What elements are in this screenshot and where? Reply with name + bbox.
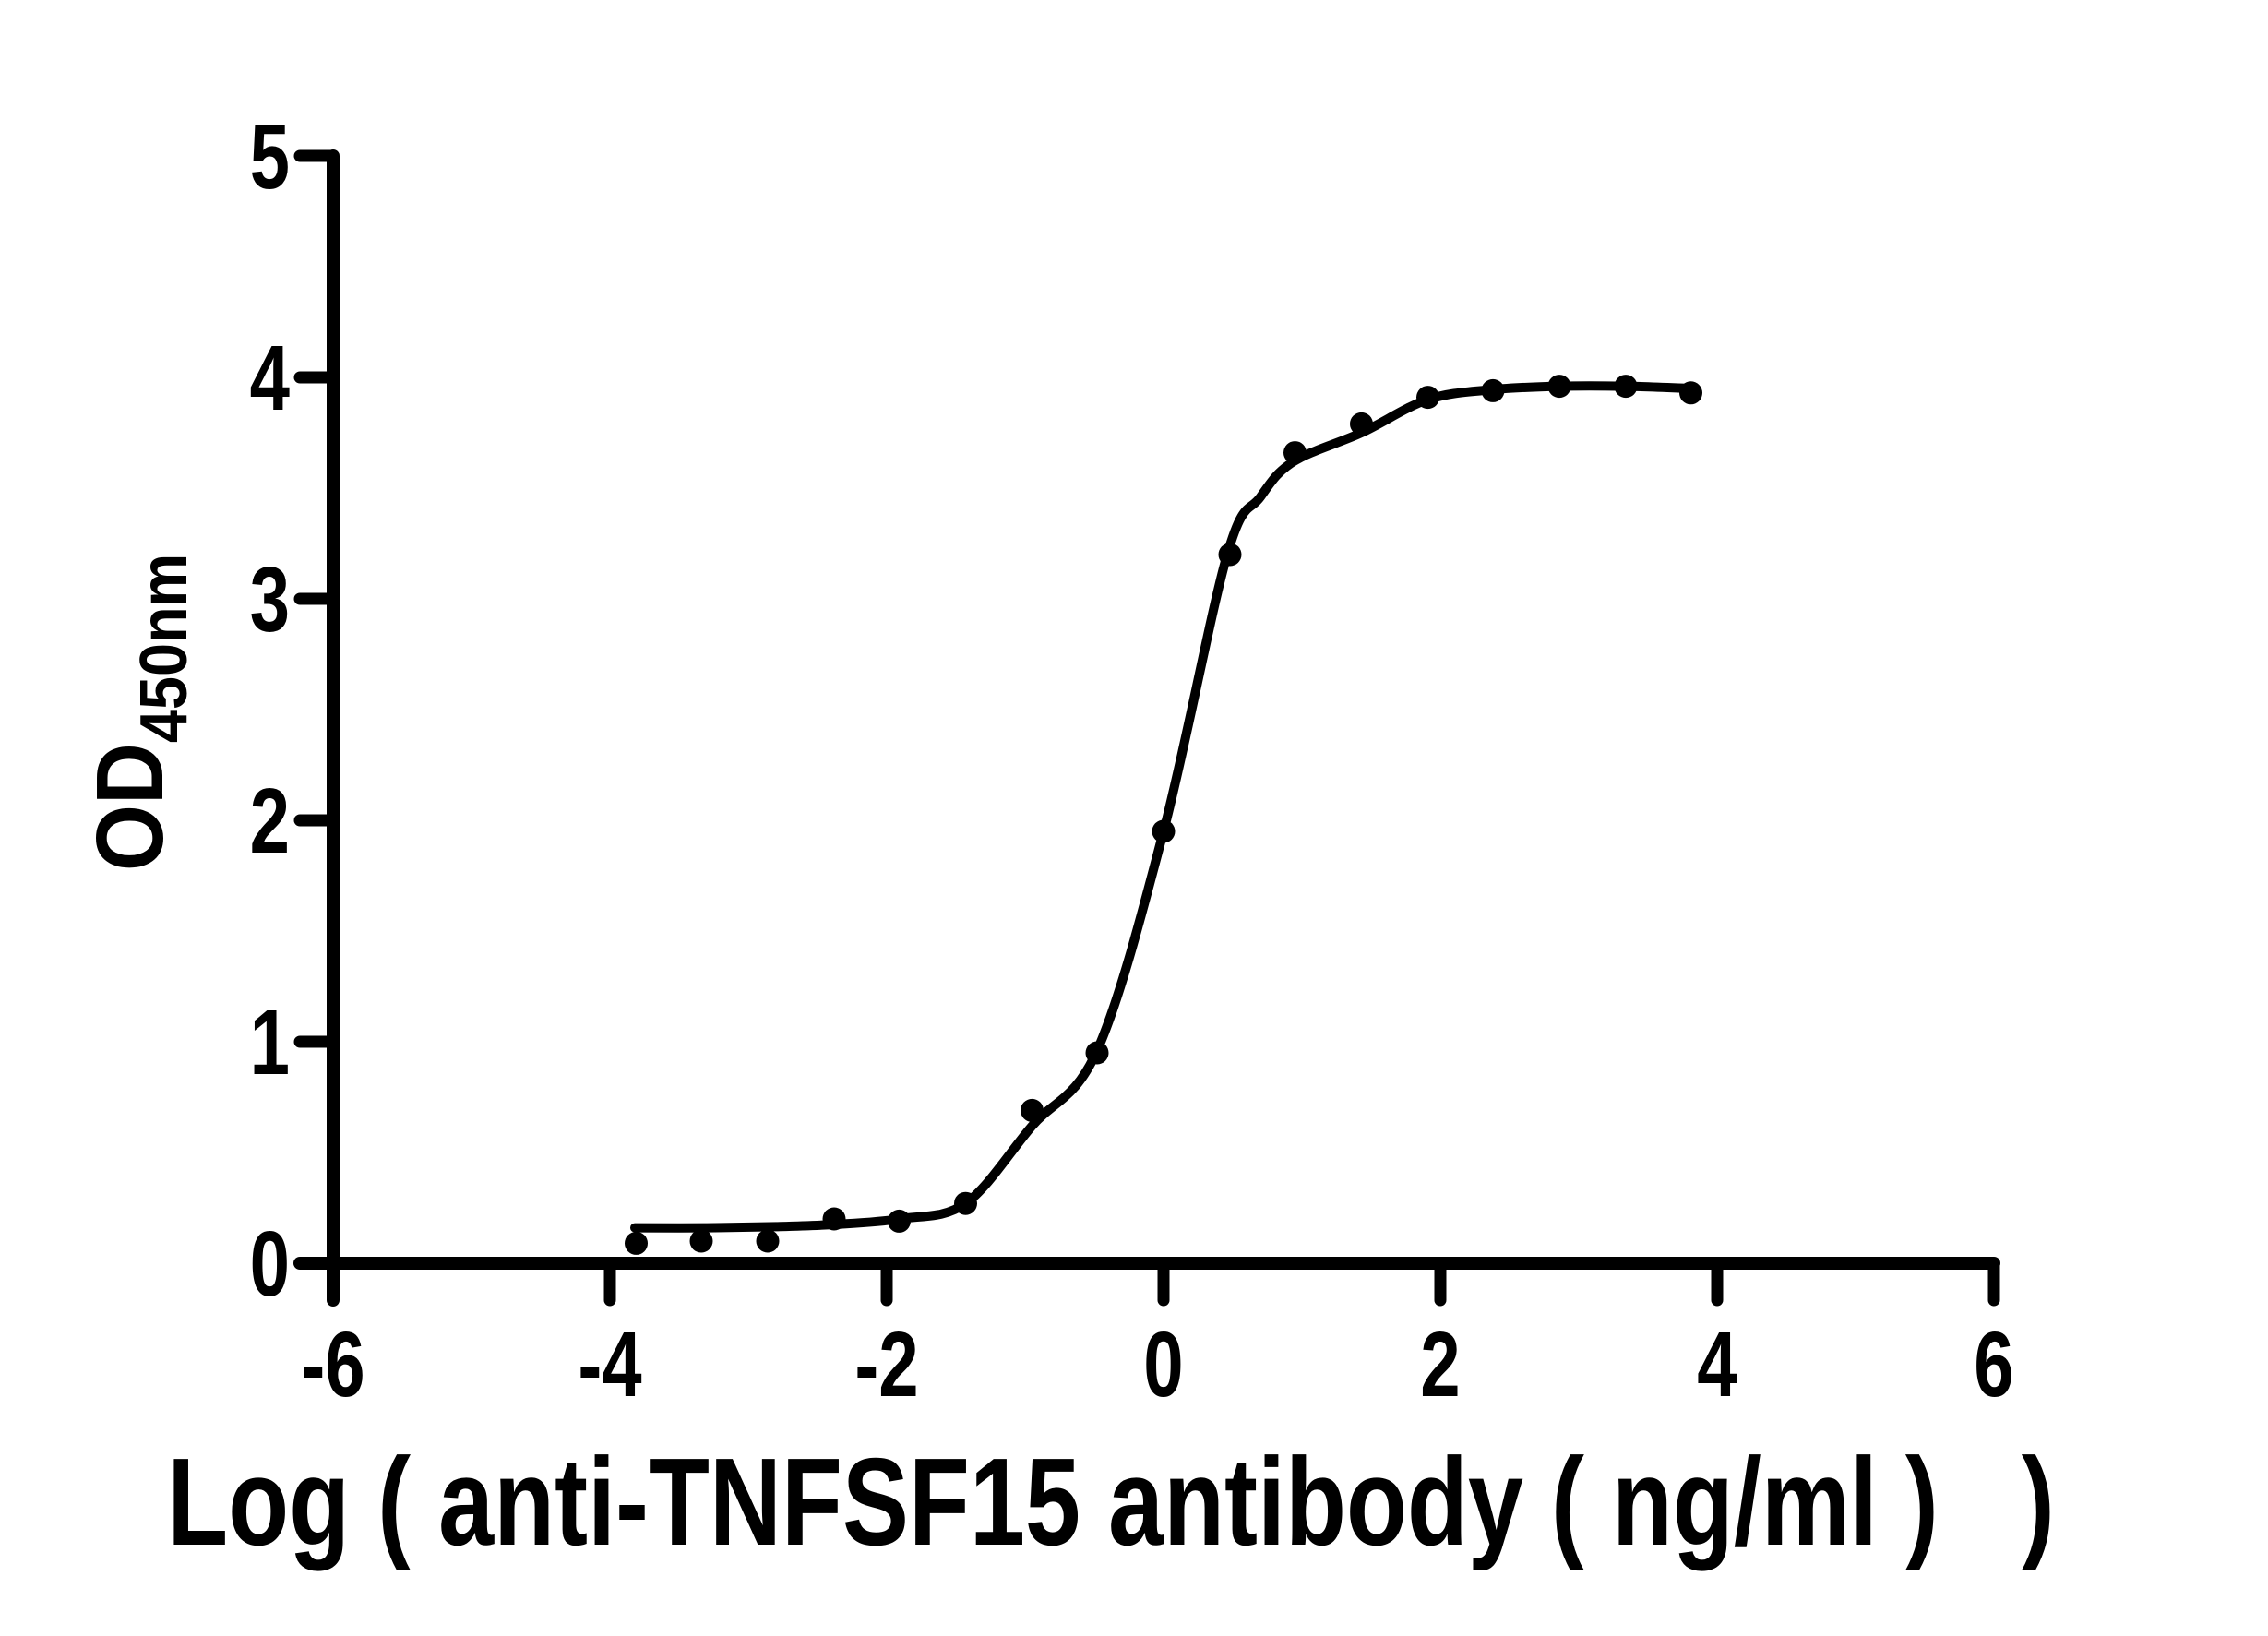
data-point (1350, 412, 1373, 436)
data-point (1085, 1041, 1109, 1065)
fit-curve-layer (630, 381, 1696, 1233)
x-tick-label: 6 (1974, 1314, 2013, 1417)
y-tick-label: 1 (250, 992, 290, 1095)
axes (293, 149, 2000, 1307)
data-point (1152, 819, 1176, 843)
x-tick-label: 0 (1143, 1314, 1183, 1417)
y-axis-title-main: OD (76, 743, 183, 871)
data-point (1547, 375, 1571, 399)
data-point (1416, 386, 1439, 410)
x-tick-label: 2 (1420, 1314, 1460, 1417)
y-axis-title: OD450nm (76, 554, 200, 871)
data-point (1481, 378, 1505, 402)
data-point (822, 1207, 846, 1231)
data-series (625, 375, 1702, 1255)
x-tick-label: -4 (578, 1314, 641, 1417)
data-point (888, 1209, 911, 1233)
data-point (756, 1229, 780, 1253)
y-tick-label: 5 (250, 106, 290, 209)
x-tick-label: 4 (1697, 1314, 1737, 1417)
data-point (689, 1229, 713, 1253)
y-tick-label: 3 (250, 549, 290, 652)
data-point (1021, 1098, 1044, 1122)
y-tick-label: 2 (250, 770, 290, 874)
y-tick-label: 4 (250, 328, 290, 431)
x-tick-label: -6 (301, 1314, 364, 1417)
data-point (1679, 381, 1702, 405)
data-point (954, 1191, 977, 1215)
x-axis-title: Log ( anti-TNFSF15 antibody ( ng/ml ) ) (167, 1431, 2055, 1570)
data-point (1283, 441, 1307, 465)
data-point (1218, 543, 1242, 567)
fit-curve (630, 381, 1696, 1233)
tick-labels: 0 1 2 3 4 5 -6 -4 -2 0 2 4 6 (250, 106, 2014, 1417)
y-tick-label: 0 (250, 1213, 290, 1317)
data-point (1614, 375, 1638, 399)
data-point (625, 1231, 648, 1255)
x-tick-label: -2 (854, 1314, 918, 1417)
y-axis-title-subscript: 450nm (126, 554, 201, 743)
